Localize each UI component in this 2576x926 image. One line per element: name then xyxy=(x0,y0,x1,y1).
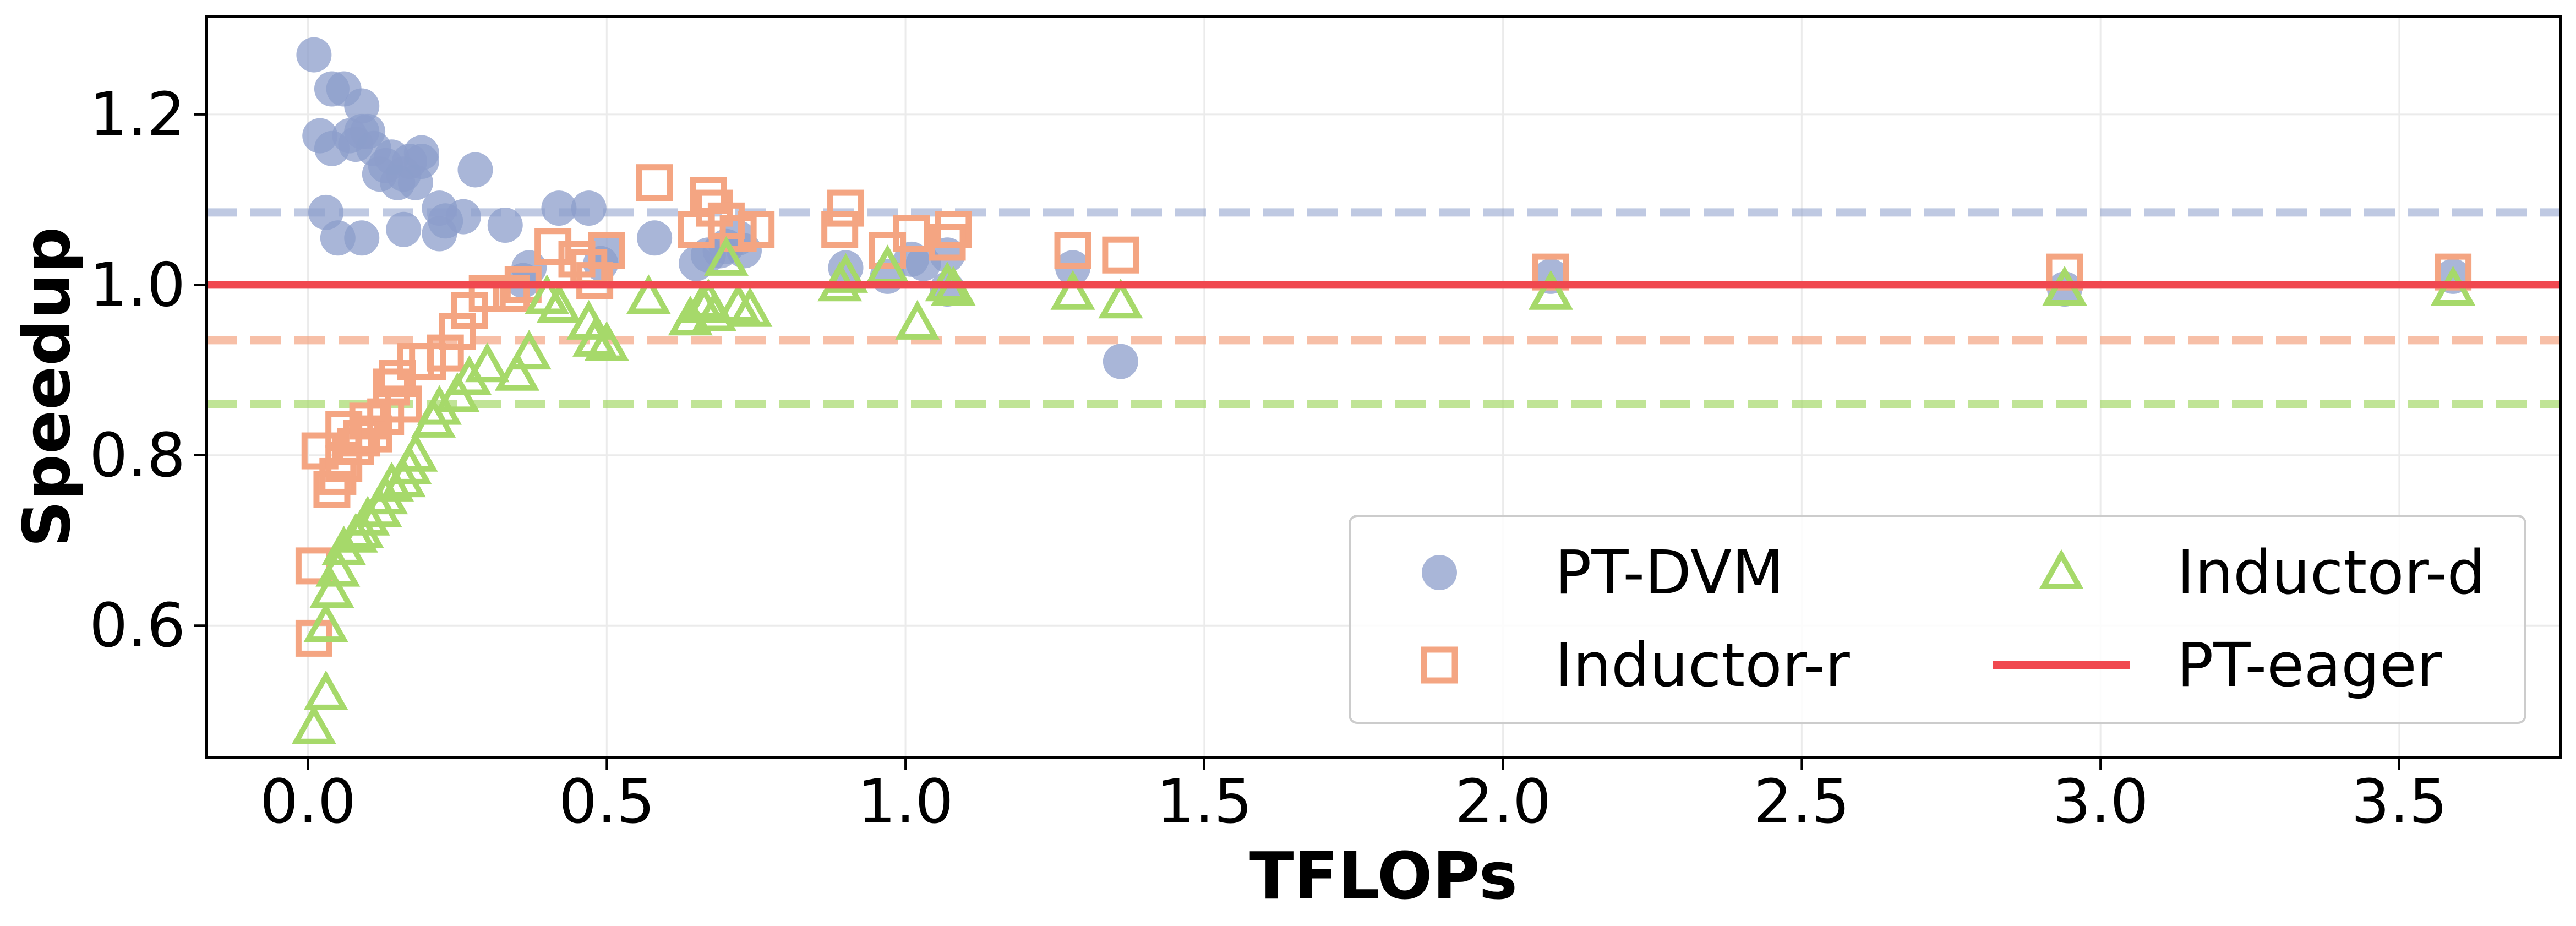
x-axis-label: TFLOPs xyxy=(1249,838,1518,914)
point-inductor-d-16 xyxy=(417,385,462,425)
y-axis-ticks: 0.6 0.8 1.0 1.2 xyxy=(89,79,206,661)
point-inductor-d-1 xyxy=(303,670,348,710)
point-inductor-d-27 xyxy=(626,274,671,314)
point-inductor-d-41 xyxy=(1050,270,1095,310)
point-inductor-d-23 xyxy=(536,282,582,323)
point-inductor-d-38 xyxy=(895,299,940,340)
point-pt-dvm-50 xyxy=(1103,344,1138,379)
point-pt-dvm-36 xyxy=(637,220,673,256)
y-tick-label-1: 0.8 xyxy=(89,420,185,491)
point-inductor-d-18 xyxy=(447,355,492,395)
point-inductor-d-25 xyxy=(572,317,618,357)
point-inductor-r-40 xyxy=(935,211,972,248)
x-axis-ticks: 0.0 0.5 1.0 1.5 2.0 2.5 3.0 3.5 xyxy=(260,758,2447,837)
x-tick-label-6: 3.0 xyxy=(2053,766,2149,837)
point-pt-dvm-18 xyxy=(386,211,422,247)
point-inductor-r-41 xyxy=(1054,232,1091,269)
point-inductor-r-34 xyxy=(738,211,775,248)
point-inductor-d-33 xyxy=(716,282,761,323)
point-inductor-r-21 xyxy=(493,275,530,312)
legend-label-pt-eager: PT-eager xyxy=(2177,630,2442,700)
y-tick-label-2: 1.0 xyxy=(89,249,185,320)
x-tick-label-0: 0.0 xyxy=(260,766,356,837)
point-inductor-d-34 xyxy=(728,287,773,327)
point-inductor-r-17 xyxy=(427,334,464,372)
point-inductor-r-14 xyxy=(385,385,422,423)
point-inductor-d-2 xyxy=(303,602,348,642)
point-pt-dvm-28 xyxy=(457,152,493,188)
x-tick-label-5: 2.5 xyxy=(1754,766,1850,837)
point-inductor-d-14 xyxy=(393,432,438,472)
y-tick-label-3: 1.2 xyxy=(89,79,185,150)
point-inductor-r-36 xyxy=(827,189,865,227)
point-inductor-d-20 xyxy=(494,351,540,391)
point-inductor-d-43 xyxy=(1528,270,1573,310)
legend: PT-DVM Inductor-d Inductor-r PT-eager xyxy=(1349,515,2526,724)
point-inductor-d-4 xyxy=(315,547,361,587)
point-pt-dvm-27 xyxy=(445,199,481,235)
point-inductor-d-21 xyxy=(506,329,552,370)
point-inductor-d-26 xyxy=(584,321,629,361)
x-tick-label-7: 3.5 xyxy=(2351,766,2447,837)
point-inductor-r-18 xyxy=(439,313,476,350)
point-inductor-d-19 xyxy=(465,342,510,383)
point-inductor-r-20 xyxy=(468,275,506,312)
data-markers xyxy=(291,37,2476,744)
legend-label-pt-dvm: PT-DVM xyxy=(1555,537,1784,608)
point-inductor-r-35 xyxy=(821,211,859,248)
legend-marker-pt-dvm xyxy=(1422,555,1457,590)
point-pt-dvm-32 xyxy=(541,190,577,226)
legend-label-inductor-d: Inductor-d xyxy=(2177,537,2485,608)
x-tick-label-4: 2.0 xyxy=(1455,766,1551,837)
point-inductor-d-36 xyxy=(823,253,869,293)
point-inductor-r-38 xyxy=(893,215,930,253)
point-inductor-r-28 xyxy=(636,164,673,201)
point-pt-dvm-29 xyxy=(487,208,523,243)
point-inductor-d-0 xyxy=(291,704,336,744)
point-inductor-r-42 xyxy=(1102,236,1139,274)
x-tick-label-3: 1.5 xyxy=(1156,766,1252,837)
y-tick-label-0: 0.6 xyxy=(89,590,185,661)
legend-box xyxy=(1349,515,2526,724)
point-pt-dvm-33 xyxy=(571,190,607,226)
point-inductor-r-27 xyxy=(588,232,625,269)
point-inductor-d-3 xyxy=(309,568,354,608)
legend-marker-inductor-d xyxy=(2039,549,2084,589)
x-tick-label-2: 1.0 xyxy=(858,766,954,837)
point-inductor-d-8 xyxy=(345,495,390,536)
x-tick-label-1: 0.5 xyxy=(559,766,655,837)
legend-marker-inductor-r xyxy=(1421,646,1458,684)
point-pt-dvm-11 xyxy=(344,220,380,256)
point-inductor-d-42 xyxy=(1098,279,1143,319)
point-pt-dvm-0 xyxy=(296,37,332,73)
plot-frame xyxy=(205,15,2562,759)
point-pt-dvm-23 xyxy=(403,144,439,179)
legend-label-inductor-r: Inductor-r xyxy=(1555,630,1850,700)
point-inductor-d-32 xyxy=(703,236,749,276)
y-axis-label: Speedup xyxy=(9,227,85,547)
mean-lines xyxy=(206,208,2561,408)
